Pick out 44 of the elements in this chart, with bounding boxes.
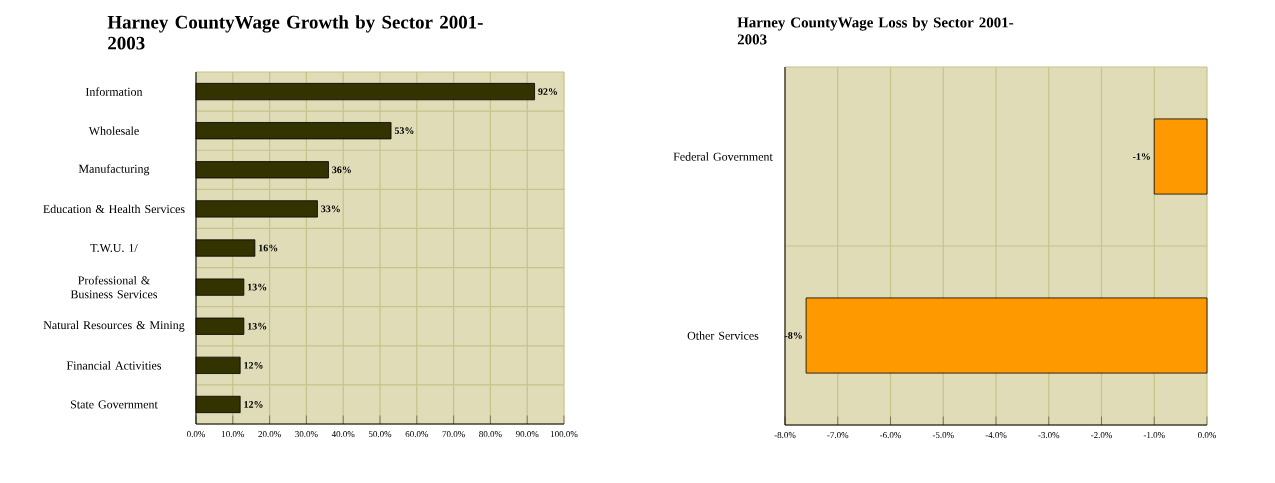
data-label: 13% xyxy=(248,283,267,291)
y-tick-label: Financial Activities xyxy=(66,361,162,370)
data-label: 16% xyxy=(259,244,278,252)
x-tick-label: -8.0% xyxy=(774,432,796,439)
x-tick-label: -4.0% xyxy=(985,432,1007,439)
data-label: 36% xyxy=(332,166,351,174)
x-tick-label: 0.0% xyxy=(187,431,206,438)
data-label: 13% xyxy=(248,322,267,330)
y-tick-label: Manufacturing xyxy=(78,164,150,176)
y-tick-label: State Government xyxy=(70,400,158,409)
x-tick-label: 60.0% xyxy=(405,431,429,438)
data-label: 92% xyxy=(538,88,557,95)
y-tick-label: Federal Government xyxy=(673,152,773,161)
x-tick-label: 70.0% xyxy=(442,431,465,438)
x-tick-label: 50.0% xyxy=(368,431,392,438)
data-label: 33% xyxy=(321,205,340,213)
x-tick-label: -6.0% xyxy=(880,432,902,439)
y-tick-label: Education & Health Services xyxy=(43,204,185,214)
x-tick-label: -5.0% xyxy=(932,432,954,439)
x-tick-label: 100.0% xyxy=(550,431,578,438)
x-tick-label: -3.0% xyxy=(1038,432,1060,439)
y-tick-label: Professional & Business Services xyxy=(70,275,158,299)
chart-title: Harney CountyWage Growth by Sector 2001-2003 xyxy=(107,15,483,50)
data-label: 12% xyxy=(244,361,263,369)
data-label: 53% xyxy=(394,127,414,135)
x-tick-label: 30.0% xyxy=(295,431,318,438)
x-tick-label: -7.0% xyxy=(827,432,849,439)
x-tick-label: -2.0% xyxy=(1091,432,1113,439)
y-tick-label: T.W.U. 1/ xyxy=(90,243,138,253)
y-tick-label: Information xyxy=(85,87,143,96)
chart-title: Harney CountyWage Loss by Sector 2001-2003 xyxy=(737,16,1014,45)
x-tick-label: 90.0% xyxy=(515,431,539,438)
x-tick-label: 0.0% xyxy=(1198,432,1217,439)
data-label: -1% xyxy=(1132,153,1150,160)
data-label: 12% xyxy=(244,401,263,408)
data-label: -8% xyxy=(784,332,802,339)
x-tick-label: 80.0% xyxy=(479,431,502,438)
x-tick-label: -1.0% xyxy=(1143,432,1165,439)
x-tick-label: 10.0% xyxy=(222,431,245,438)
y-tick-label: Wholesale xyxy=(88,126,139,135)
y-tick-label: Natural Resources & Mining xyxy=(43,320,185,332)
y-tick-label: Other Services xyxy=(687,331,759,340)
x-tick-label: 40.0% xyxy=(331,431,355,438)
x-tick-label: 20.0% xyxy=(258,431,281,438)
